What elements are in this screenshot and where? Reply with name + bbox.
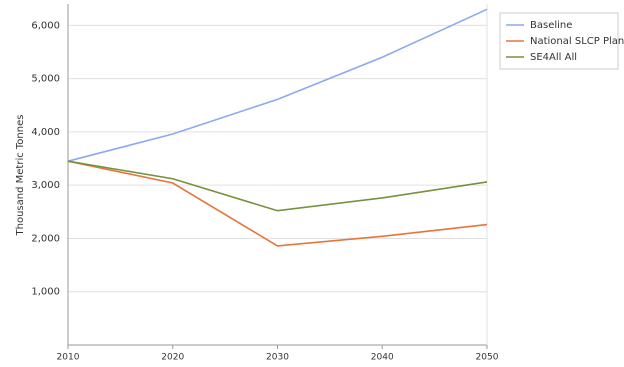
y-tick-label: 4,000 bbox=[31, 127, 60, 138]
x-tick-label: 2010 bbox=[57, 353, 80, 363]
legend-label: Baseline bbox=[530, 20, 572, 31]
legend-label: SE4All All bbox=[530, 52, 577, 63]
x-tick-label: 2050 bbox=[476, 353, 499, 363]
series-line bbox=[67, 160, 488, 212]
y-tick-label: 3,000 bbox=[31, 180, 60, 191]
y-tick-label: 5,000 bbox=[31, 74, 60, 85]
x-tick-label: 2020 bbox=[161, 353, 184, 363]
x-tick-label: 2030 bbox=[266, 353, 289, 363]
y-tick-label: 2,000 bbox=[31, 233, 60, 244]
legend-label: National SLCP Plan bbox=[530, 36, 624, 47]
series-line bbox=[67, 160, 488, 247]
y-tick-label: 6,000 bbox=[31, 20, 60, 31]
x-tick-label: 2040 bbox=[371, 353, 394, 363]
y-tick-label: 1,000 bbox=[31, 287, 60, 298]
y-axis-label: Thousand Metric Tonnes bbox=[15, 115, 26, 237]
series-line bbox=[67, 8, 488, 162]
